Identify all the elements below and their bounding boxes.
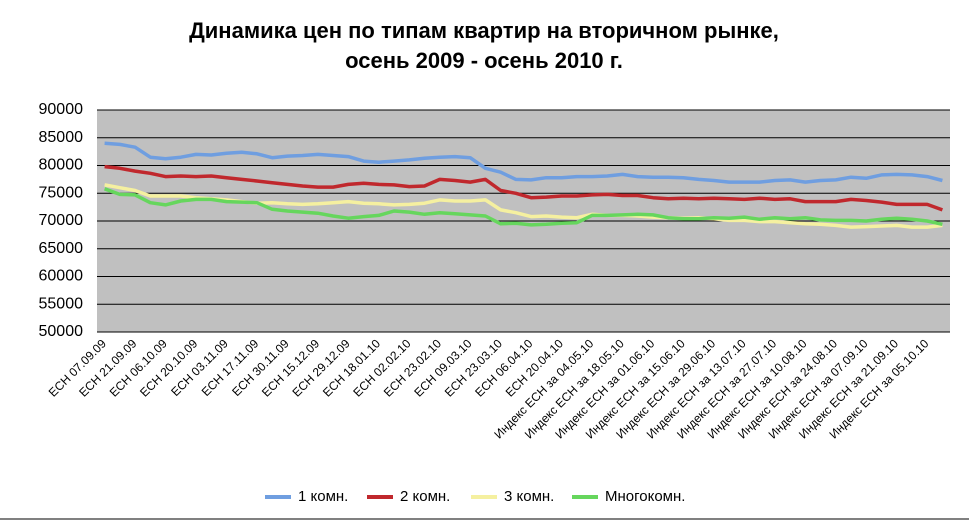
y-tick-label: 85000 [39, 129, 84, 146]
y-tick-label: 55000 [39, 295, 84, 312]
series-line [104, 164, 943, 212]
y-tick-label: 80000 [39, 157, 84, 174]
y-tick-label: 70000 [39, 212, 84, 229]
chart-title: Динамика цен по типам квартир на вторичн… [189, 18, 779, 43]
legend-label: 1 комн. [298, 488, 348, 505]
legend-label: 2 комн. [400, 488, 450, 505]
y-tick-label: 90000 [39, 101, 84, 118]
series-line [103, 187, 943, 227]
y-tick-label: 50000 [39, 323, 84, 340]
y-tick-label: 75000 [39, 184, 84, 201]
y-tick-label: 60000 [39, 268, 84, 285]
chart-subtitle: осень 2009 - осень 2010 г. [345, 48, 623, 73]
legend-label: Многокомн. [605, 488, 685, 505]
legend-label: 3 комн. [504, 488, 554, 505]
y-tick-label: 65000 [39, 240, 84, 257]
series-line [104, 141, 943, 184]
